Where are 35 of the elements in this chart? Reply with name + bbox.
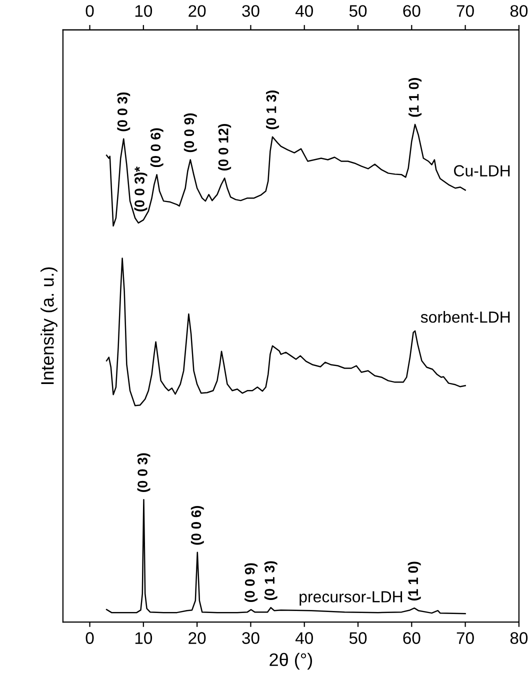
x-tick-label: 70 bbox=[456, 5, 474, 17]
x2-tick-label: 50 bbox=[349, 632, 367, 644]
series-label: Cu-LDH bbox=[454, 165, 510, 176]
annotation: (0 0 3) bbox=[117, 92, 130, 132]
annotation: (0 0 6) bbox=[150, 128, 164, 168]
annotation: (0 0 3) bbox=[137, 453, 150, 492]
x-tick-label: 0 bbox=[86, 5, 94, 17]
annotation: (0 0 6) bbox=[190, 506, 204, 545]
x-tick-label: 60 bbox=[403, 5, 420, 17]
x2-tick-label: 60 bbox=[403, 632, 420, 644]
x2-tick-label: 40 bbox=[295, 632, 313, 644]
x-tick-label: 50 bbox=[349, 5, 367, 17]
annotation: (0 0 12) bbox=[218, 124, 232, 171]
x-tick-label: 30 bbox=[242, 5, 260, 17]
x-tick-label: 80 bbox=[510, 5, 528, 17]
x-tick-label: 20 bbox=[188, 5, 206, 17]
series-label: precursor-LDH bbox=[300, 591, 402, 606]
annotation: (0 1 3) bbox=[264, 561, 278, 600]
annotation: (0 0 3)* bbox=[134, 166, 148, 212]
annotation: (0 0 9) bbox=[184, 113, 197, 152]
series-label: sorbent-LDH bbox=[420, 311, 510, 323]
x-tick-label: 40 bbox=[295, 5, 313, 17]
x2-tick-label: 20 bbox=[188, 632, 206, 644]
y-axis-title: Intensity (a. u.) bbox=[40, 267, 58, 384]
annotation: (0 1 3) bbox=[266, 90, 279, 130]
annotation: (1 1 0) bbox=[408, 78, 422, 117]
x2-tick-label: 10 bbox=[135, 632, 152, 644]
x-tick-label: 10 bbox=[135, 5, 152, 17]
x2-tick-label: 70 bbox=[456, 632, 474, 644]
annotation: (0 0 9) bbox=[244, 563, 258, 602]
annotation: (1 1 0) bbox=[408, 562, 421, 600]
x2-tick-label: 30 bbox=[242, 632, 260, 644]
x2-tick-label: 80 bbox=[510, 632, 528, 644]
x2-tick-label: 0 bbox=[86, 632, 94, 644]
x-axis-title: 2θ (°) bbox=[270, 652, 312, 670]
